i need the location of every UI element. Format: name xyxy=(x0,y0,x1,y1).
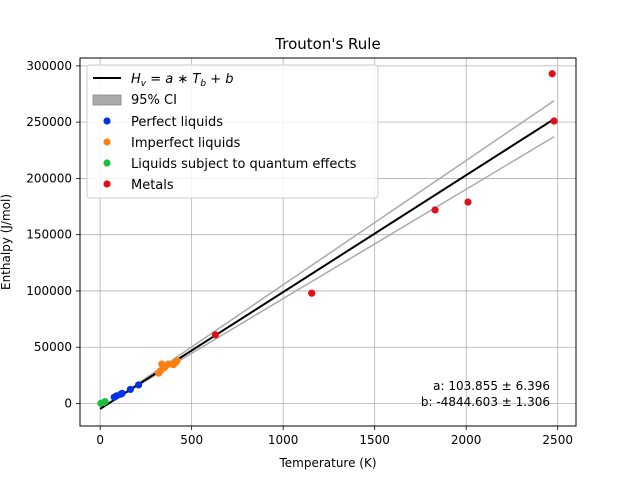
legend-ci-swatch xyxy=(92,94,122,106)
point-series-3 xyxy=(548,70,556,78)
legend-series-marker xyxy=(103,117,111,125)
annotation-a: a: 103.855 ± 6.396 xyxy=(433,379,550,393)
legend-series-label: Perfect liquids xyxy=(131,115,223,130)
x-tick-label: 500 xyxy=(180,433,203,447)
y-axis-label: Enthalpy (J/mol) xyxy=(0,194,13,290)
point-series-2 xyxy=(101,397,109,406)
x-axis-ticks: 0 500 1000 1500 2000 2500 xyxy=(96,426,573,447)
annotation-b: b: -4844.603 ± 1.306 xyxy=(421,395,550,409)
legend-series-marker xyxy=(103,180,111,188)
point-series-3 xyxy=(464,198,472,206)
x-tick-label: 1000 xyxy=(268,433,299,447)
chart-title: Trouton's Rule xyxy=(274,35,380,53)
point-series-3 xyxy=(211,331,220,339)
y-tick-label: 300000 xyxy=(26,59,72,73)
x-tick-label: 2000 xyxy=(451,433,482,447)
point-series-0 xyxy=(118,389,126,397)
legend-fit-label: Hv = a ∗ Tb + b xyxy=(131,72,234,89)
legend-series-marker xyxy=(103,159,111,167)
x-axis-label: Temperature (K) xyxy=(278,456,376,470)
x-tick-label: 2500 xyxy=(542,433,573,447)
y-tick-label: 0 xyxy=(64,396,72,410)
legend-box xyxy=(86,64,379,199)
point-series-0 xyxy=(126,385,134,394)
legend: Hv = a ∗ Tb + b 95% CI Perfect liquids Im… xyxy=(86,64,379,199)
data-points xyxy=(97,70,558,407)
plot-frame xyxy=(79,57,577,427)
legend-ci-label: 95% CI xyxy=(131,93,177,108)
point-series-0 xyxy=(134,381,143,389)
point-series-3 xyxy=(308,289,316,297)
x-tick-label: 0 xyxy=(96,433,104,447)
y-tick-label: 100000 xyxy=(26,284,72,298)
legend-series-label: Imperfect liquids xyxy=(131,136,241,151)
point-series-3 xyxy=(550,117,558,125)
y-tick-label: 50000 xyxy=(34,340,72,354)
y-tick-label: 200000 xyxy=(26,171,72,185)
y-tick-label: 150000 xyxy=(26,228,72,242)
legend-series-label: Metals xyxy=(131,178,174,193)
y-tick-label: 250000 xyxy=(26,115,72,129)
point-series-1 xyxy=(173,357,181,365)
legend-series-marker xyxy=(103,138,111,146)
legend-series-label: Liquids subject to quantum effects xyxy=(131,157,357,172)
point-series-3 xyxy=(431,206,439,214)
x-tick-label: 1500 xyxy=(359,433,390,447)
y-axis-ticks: 0 50000 100000 150000 200000 250000 300000 xyxy=(26,59,80,410)
